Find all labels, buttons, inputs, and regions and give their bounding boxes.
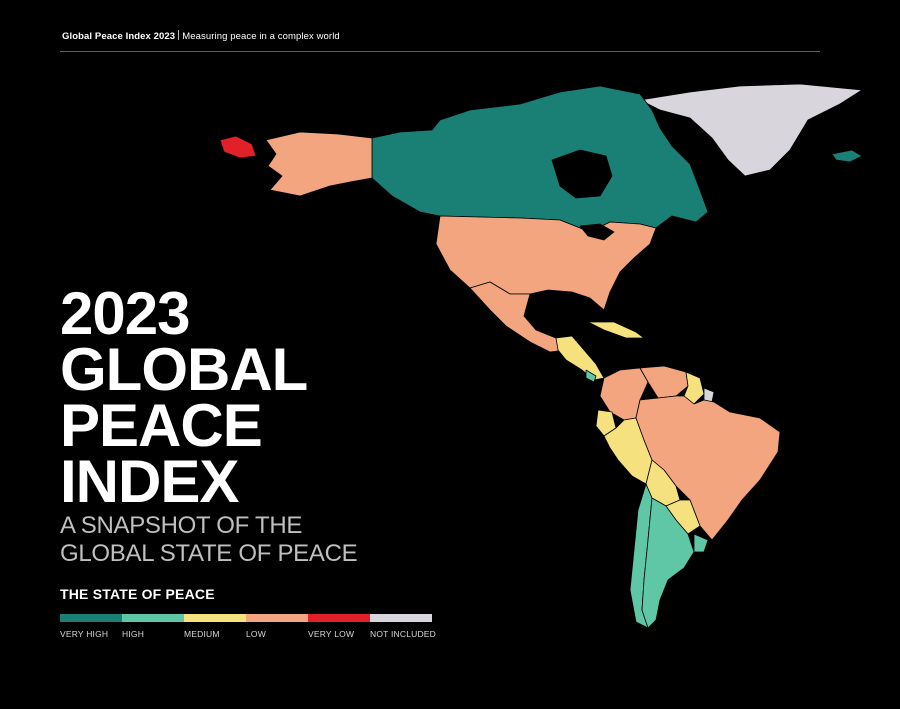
legend-label-very-low: VERY LOW — [308, 629, 355, 639]
region-venezuela — [639, 365, 689, 399]
report-header: Global Peace Index 2023 Measuring peace i… — [62, 30, 340, 42]
legend-label-very-high: VERY HIGH — [60, 629, 109, 639]
header-separator — [178, 30, 180, 40]
legend-label-not-included: NOT INCLUDED — [370, 629, 437, 639]
legend-label-medium: MEDIUM — [184, 629, 220, 639]
region-iceland — [831, 149, 863, 163]
region-russia-far-east — [219, 135, 257, 159]
region-costa-rica — [585, 369, 597, 383]
legend-labels: VERY HIGH HIGH MEDIUM LOW VERY LOW NOT I… — [60, 629, 437, 639]
region-uruguay — [693, 533, 709, 553]
region-greenland — [639, 83, 863, 177]
legend-label-low: LOW — [246, 629, 266, 639]
title-line-index: INDEX — [60, 448, 239, 515]
region-united-states — [435, 215, 657, 311]
subtitle-line-1: A SNAPSHOT OF THE — [60, 512, 303, 539]
region-central-america — [555, 335, 605, 381]
legend-swatch-low — [246, 614, 308, 622]
subtitle: A SNAPSHOT OF THE GLOBAL STATE OF PEACE — [60, 512, 358, 568]
legend-swatch-medium — [184, 614, 246, 622]
legend-swatch-high — [122, 614, 184, 622]
title-block: 2023 GLOBAL PEACE INDEX — [60, 280, 308, 515]
region-alaska — [265, 131, 373, 197]
title-line-peace: PEACE — [60, 392, 263, 459]
report-name: Global Peace Index 2023 — [62, 31, 176, 42]
legend-swatch-very-low — [308, 614, 370, 622]
report-tagline: Measuring peace in a complex world — [182, 31, 340, 42]
title-year: 2023 — [60, 280, 190, 347]
region-cuba — [587, 321, 645, 339]
subtitle-line-2: GLOBAL STATE OF PEACE — [60, 540, 358, 567]
region-argentina — [641, 497, 695, 629]
legend-title: THE STATE OF PEACE — [60, 586, 215, 602]
legend-label-high: HIGH — [122, 629, 145, 639]
title-line-global: GLOBAL — [60, 336, 308, 403]
header-rule — [60, 51, 820, 52]
hudson-bay — [551, 149, 613, 199]
legend-swatch-very-high — [60, 614, 122, 622]
legend-swatch-not-included — [370, 614, 432, 622]
great-lakes — [579, 223, 615, 241]
legend-color-bar — [60, 614, 432, 622]
